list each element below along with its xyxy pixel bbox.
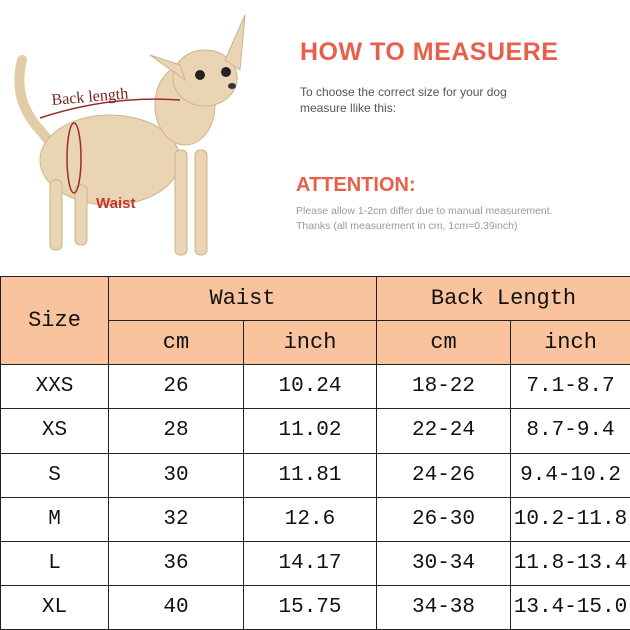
measure-cell: 11.81 bbox=[242, 452, 378, 498]
back-length-label: Back length bbox=[51, 85, 129, 109]
unit-header: cm bbox=[376, 320, 512, 366]
measure-cell: 26-30 bbox=[376, 496, 512, 542]
size-row: L 36 14.17 30-34 11.8-13.4 bbox=[0, 540, 630, 586]
size-row: M 32 12.6 26-30 10.2-11.8 bbox=[0, 496, 630, 542]
header-row: Size Waist Back Length bbox=[0, 275, 630, 366]
measure-cell: 14.17 bbox=[242, 540, 378, 586]
measure-cell: 15.75 bbox=[242, 584, 378, 630]
group-header: Back Length bbox=[376, 275, 630, 322]
measure-cell: 11.02 bbox=[242, 408, 378, 454]
size-cell: L bbox=[0, 540, 109, 586]
unit-header: cm bbox=[108, 320, 244, 366]
measure-cell: 9.4-10.2 bbox=[510, 452, 630, 498]
measure-cell: 40 bbox=[108, 584, 244, 630]
size-cell: M bbox=[0, 496, 109, 542]
measure-cell: 12.6 bbox=[242, 496, 378, 542]
attention-line: Please allow 1-2cm differ due to manual … bbox=[296, 205, 553, 217]
measure-cell: 30-34 bbox=[376, 540, 512, 586]
size-header: Size bbox=[0, 275, 109, 366]
measure-cell: 13.4-15.0 bbox=[510, 584, 630, 630]
size-row: S 30 11.81 24-26 9.4-10.2 bbox=[0, 452, 630, 498]
measure-cell: 36 bbox=[108, 540, 244, 586]
size-cell: XS bbox=[0, 408, 109, 454]
measure-cell: 7.1-8.7 bbox=[510, 364, 630, 410]
measure-cell: 8.7-9.4 bbox=[510, 408, 630, 454]
unit-header: inch bbox=[242, 320, 378, 366]
measure-cell: 28 bbox=[108, 408, 244, 454]
size-table: Size Waist Back Length cm inch cm inch X… bbox=[0, 275, 630, 630]
group-header: Waist bbox=[107, 275, 378, 322]
size-cell: S bbox=[0, 452, 109, 498]
measure-cell: 11.8-13.4 bbox=[510, 540, 630, 586]
dog-illustration: Back length Waist bbox=[14, 14, 246, 256]
unit-header: inch bbox=[510, 320, 630, 366]
size-row: XS 28 11.02 22-24 8.7-9.4 bbox=[0, 408, 630, 454]
heading: HOW TO MEASUERE bbox=[300, 38, 559, 66]
size-row: XL 40 15.75 34-38 13.4-15.0 bbox=[0, 584, 630, 630]
measure-cell: 10.2-11.8 bbox=[510, 496, 630, 542]
measure-cell: 30 bbox=[108, 452, 244, 498]
header-area: Back length Waist HOW TO MEASUERE To cho… bbox=[0, 0, 630, 272]
intro-line: To choose the correct size for your dog bbox=[300, 85, 507, 99]
size-cell: XL bbox=[0, 584, 109, 630]
size-cell: XXS bbox=[0, 364, 109, 410]
measure-cell: 26 bbox=[108, 364, 244, 410]
size-row: XXS 26 10.24 18-22 7.1-8.7 bbox=[0, 364, 630, 410]
measure-cell: 22-24 bbox=[376, 408, 512, 454]
measure-cell: 34-38 bbox=[376, 584, 512, 630]
waist-label: Waist bbox=[96, 195, 135, 212]
measure-cell: 18-22 bbox=[376, 364, 512, 410]
measure-cell: 24-26 bbox=[376, 452, 512, 498]
intro-line: measure llike this: bbox=[300, 101, 397, 115]
attention-title: ATTENTION: bbox=[296, 174, 416, 196]
attention-line: Thanks (all measurement in cm, 1cm=0.39i… bbox=[296, 220, 518, 232]
measure-cell: 10.24 bbox=[242, 364, 378, 410]
measure-cell: 32 bbox=[108, 496, 244, 542]
